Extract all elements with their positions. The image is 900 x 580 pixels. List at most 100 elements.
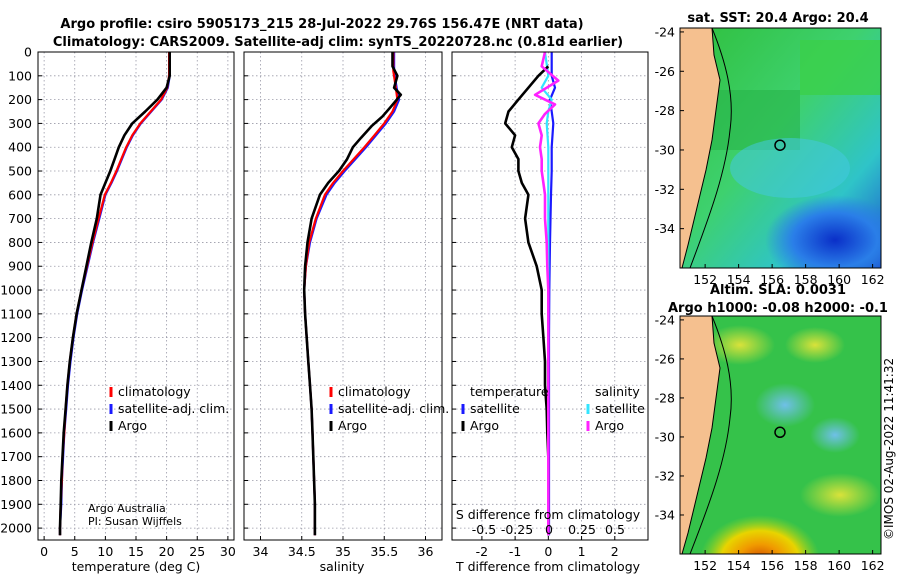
sla-map-frame	[679, 315, 882, 555]
salinity-grid	[244, 51, 442, 540]
y-tick-label: 800	[8, 235, 32, 250]
top-tick: 0.25	[568, 522, 596, 537]
difference-top-ticks: -0.5 -0.25 0 0.25 0.5	[472, 522, 625, 537]
sst-depth-contour	[689, 28, 732, 268]
sla-map-title: Altim. SLA: 0.0031	[710, 283, 846, 298]
top-tick: 0.5	[605, 522, 625, 537]
series-line-salinity-argo	[533, 52, 560, 536]
series-line-satellite-adj-clim-	[303, 52, 401, 536]
sst-cold-pool	[765, 195, 881, 268]
map-x-tick-label: 162	[861, 272, 885, 287]
x-tick-label: 1	[578, 544, 586, 559]
sst-map-frame	[679, 27, 882, 269]
top-tick: 0	[545, 522, 553, 537]
y-tick-label: 1300	[0, 354, 32, 369]
map-y-tick-label: -34	[655, 221, 675, 236]
legend-temperature-heading: temperature	[470, 384, 549, 399]
figure-title-line2: Climatology: CARS2009. Satellite-adj cli…	[53, 35, 623, 50]
legend-salinity-heading: salinity	[595, 384, 640, 399]
sst-cyan-band	[730, 138, 850, 198]
difference-panel: -2 -1 0 1 2 T difference from climatology S …	[451, 51, 649, 574]
legend-temp-argo-label: Argo	[470, 418, 499, 433]
sla-map-field	[680, 316, 881, 554]
x-tick-label: 10	[97, 544, 113, 559]
x-tick-label: 35.5	[370, 544, 398, 559]
x-tick-label: -2	[476, 544, 488, 559]
map-y-tick-label: -24	[655, 312, 675, 327]
map-x-tick-label: 158	[794, 272, 818, 287]
difference-series	[503, 52, 560, 536]
x-tick-label: 34	[253, 544, 269, 559]
sla-high-patch	[705, 325, 775, 365]
top-tick: -0.5	[472, 522, 496, 537]
map-x-tick-label: 158	[794, 558, 818, 573]
x-tick-label: 30	[220, 544, 236, 559]
legend-temp-satellite-label: satellite	[470, 401, 520, 416]
figure-title-line1: Argo profile: csiro 5905173_215 28-Jul-2…	[60, 17, 583, 32]
map-x-tick-label: 156	[760, 558, 784, 573]
sla-argo-location-marker	[774, 426, 786, 439]
legend-satellite-label: satellite-adj. clim.	[118, 401, 229, 416]
y-tick-label: 700	[8, 211, 32, 226]
sst-map-field	[680, 28, 881, 268]
legend-sal-argo-label: Argo	[595, 418, 624, 433]
map-x-tick-label: 156	[760, 272, 784, 287]
sla-cool-eddy	[810, 417, 860, 453]
map-x-tick-label: 162	[861, 558, 885, 573]
difference-legend: temperature satellite Argo salinity sate…	[461, 384, 645, 433]
map-x-tick-label: 152	[693, 558, 717, 573]
map-x-tick-label: 154	[727, 272, 751, 287]
y-tick-label: 1800	[0, 473, 32, 488]
credit-line2: PI: Susan Wijffels	[88, 515, 182, 528]
map-y-tick-label: -32	[655, 182, 675, 197]
sla-high-patch	[785, 327, 845, 363]
salinity-ticks: 34 34.5 35 35.5 36	[244, 51, 434, 559]
y-tick-label: 1100	[0, 306, 32, 321]
legend-climatology-label: climatology	[118, 384, 191, 399]
map-y-tick-label: -30	[655, 429, 675, 444]
legend-climatology-label: climatology	[338, 384, 411, 399]
legend-argo-label: Argo	[118, 418, 147, 433]
map-x-tick-label: 160	[827, 272, 851, 287]
x-tick-label: 36	[418, 544, 434, 559]
temperature-panel: 0 5 10 15 20 25 300100200300400500600700800900…	[0, 45, 236, 575]
x-tick-label: 5	[71, 544, 79, 559]
y-tick-label: 100	[8, 68, 32, 83]
map-y-tick-label: -24	[655, 24, 675, 39]
y-tick-label: 1000	[0, 283, 32, 298]
x-tick-label: 25	[189, 544, 205, 559]
x-tick-label: 34.5	[288, 544, 316, 559]
series-line-temperature-satellite	[547, 52, 557, 536]
y-tick-label: 1900	[0, 497, 32, 512]
map-x-tick-label: 160	[827, 558, 851, 573]
top-tick: -0.25	[501, 522, 533, 537]
temperature-series	[58, 52, 171, 536]
x-tick-label: 0	[544, 544, 552, 559]
temperature-grid	[38, 51, 234, 540]
x-tick-label: 20	[159, 544, 175, 559]
y-tick-label: 900	[8, 259, 32, 274]
y-tick-label: 1500	[0, 402, 32, 417]
sla-map: Altim. SLA: 0.0031 Argo h1000: -0.08 h20…	[655, 283, 888, 573]
sla-land	[680, 316, 721, 554]
sst-map-ticks: 152 154 156 158 160 162 -24 -26 -28 -30 -32 -34	[655, 24, 885, 287]
difference-axes-frame	[451, 51, 649, 541]
sla-high-patch	[800, 473, 880, 517]
difference-top-xlabel: S difference from climatology	[456, 507, 641, 522]
series-line-salinity-satellite	[540, 52, 553, 536]
y-tick-label: 1400	[0, 378, 32, 393]
map-x-tick-label: 154	[727, 558, 751, 573]
sst-map-title: sat. SST: 20.4 Argo: 20.4	[687, 11, 868, 26]
x-tick-label: -1	[509, 544, 521, 559]
sla-map-ticks: 152 154 156 158 160 162 -24 -26 -28 -30 -32 -34	[655, 312, 885, 573]
sst-warm-patch	[800, 40, 881, 95]
y-tick-label: 0	[24, 45, 32, 60]
credit-line1: Argo Australia	[88, 502, 166, 515]
legend-argo-label: Argo	[338, 418, 367, 433]
y-tick-label: 1700	[0, 449, 32, 464]
y-tick-label: 1600	[0, 425, 32, 440]
y-tick-label: 2000	[0, 521, 32, 536]
temperature-ticks: 0 5 10 15 20 25 300100200300400500600700800900…	[0, 45, 236, 560]
x-tick-label: 0	[40, 544, 48, 559]
